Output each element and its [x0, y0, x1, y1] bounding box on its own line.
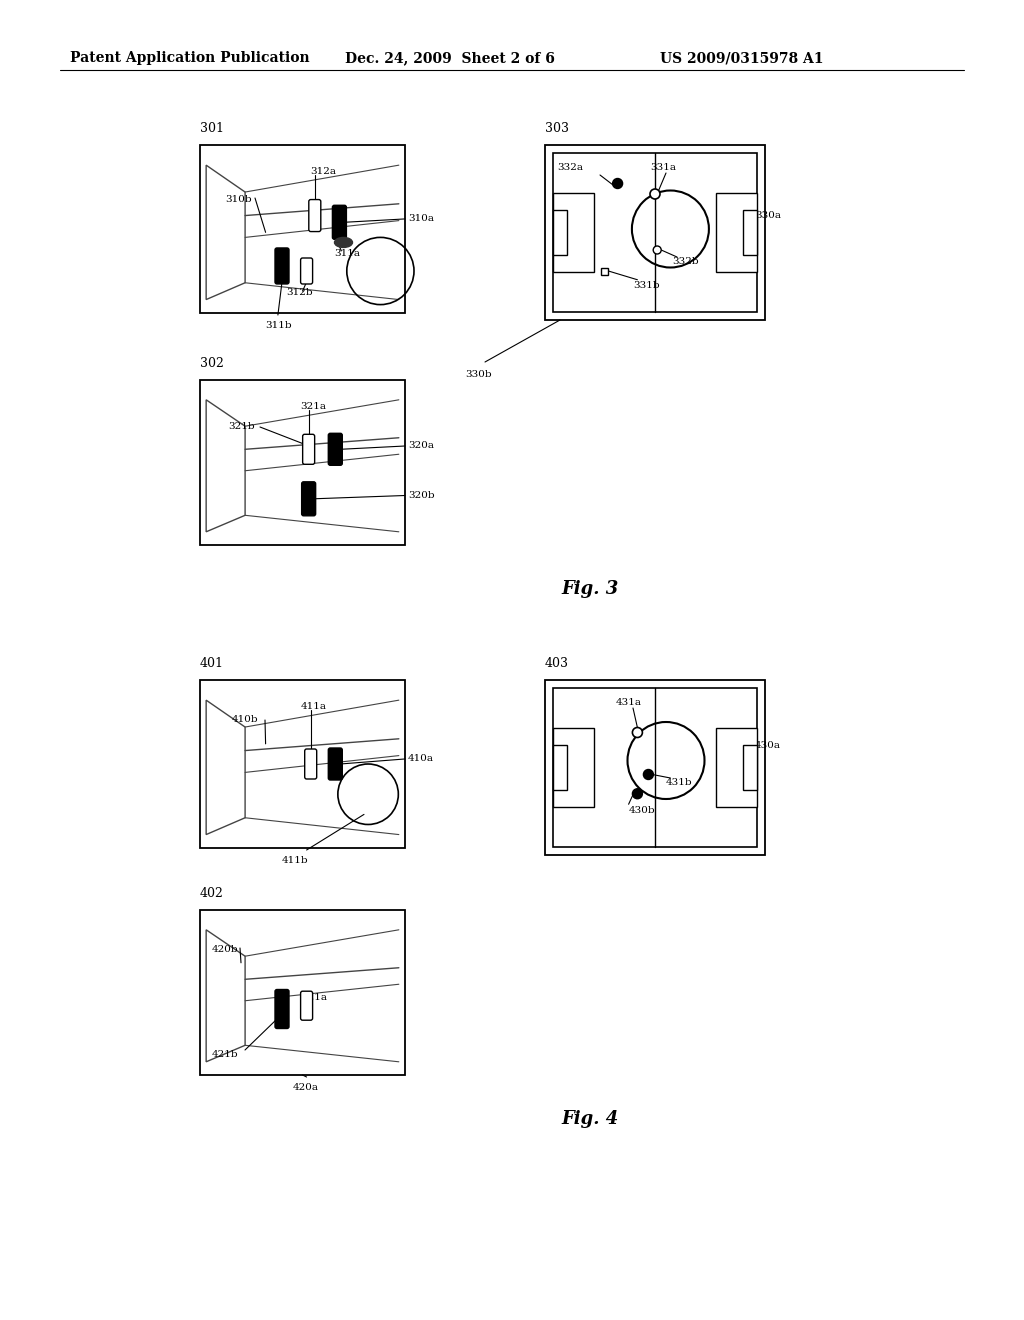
Text: 430a: 430a [755, 742, 781, 750]
Bar [545, 680, 765, 855]
Text: 301: 301 [200, 121, 224, 135]
Text: 430b: 430b [629, 807, 655, 814]
FancyBboxPatch shape [301, 257, 312, 284]
Bar [553, 210, 567, 255]
Bar [553, 688, 757, 847]
Text: 312b: 312b [286, 288, 312, 297]
FancyBboxPatch shape [333, 206, 346, 239]
Text: 311b: 311b [265, 321, 292, 330]
Bar [545, 145, 765, 319]
Circle shape [633, 727, 642, 738]
Circle shape [633, 789, 642, 799]
Text: 331b: 331b [633, 281, 659, 290]
Bar [553, 727, 594, 808]
Bar [200, 909, 406, 1074]
Bar [601, 268, 608, 275]
FancyBboxPatch shape [275, 990, 289, 1028]
Text: 402: 402 [200, 887, 224, 900]
Text: 420b: 420b [212, 945, 239, 954]
Text: 330a: 330a [755, 211, 781, 220]
Text: 312a: 312a [310, 168, 336, 176]
Text: 401: 401 [200, 657, 224, 671]
Circle shape [650, 189, 660, 199]
Bar [200, 380, 406, 545]
Bar [553, 746, 567, 789]
Bar [200, 145, 406, 313]
Text: 431b: 431b [666, 777, 692, 787]
Text: 311a: 311a [335, 249, 360, 259]
Text: 420a: 420a [292, 1082, 318, 1092]
Text: 303: 303 [545, 121, 569, 135]
FancyBboxPatch shape [329, 748, 342, 780]
Text: 421b: 421b [212, 1049, 239, 1059]
Bar [200, 680, 406, 847]
Text: 310a: 310a [408, 214, 434, 223]
Bar [553, 153, 757, 312]
Text: 320b: 320b [408, 491, 434, 500]
FancyBboxPatch shape [301, 991, 312, 1020]
Text: Fig. 3: Fig. 3 [561, 579, 618, 598]
Text: 302: 302 [200, 356, 224, 370]
FancyBboxPatch shape [275, 248, 289, 284]
Text: 431a: 431a [615, 698, 641, 708]
Bar [742, 746, 757, 789]
Text: 410a: 410a [408, 755, 434, 763]
Text: US 2009/0315978 A1: US 2009/0315978 A1 [660, 51, 823, 65]
Circle shape [653, 246, 662, 253]
Text: Patent Application Publication: Patent Application Publication [70, 51, 309, 65]
Circle shape [612, 178, 623, 189]
Text: 332a: 332a [557, 162, 583, 172]
Text: Dec. 24, 2009  Sheet 2 of 6: Dec. 24, 2009 Sheet 2 of 6 [345, 51, 555, 65]
FancyBboxPatch shape [303, 434, 314, 465]
Bar [716, 727, 757, 808]
Text: 320a: 320a [408, 441, 434, 450]
FancyBboxPatch shape [309, 199, 321, 231]
Circle shape [643, 770, 653, 780]
Text: 330b: 330b [465, 370, 492, 379]
Text: 410b: 410b [232, 715, 259, 723]
Text: 411a: 411a [301, 702, 327, 711]
Text: 332b: 332b [673, 257, 699, 267]
FancyBboxPatch shape [305, 748, 316, 779]
Text: 321b: 321b [228, 422, 255, 432]
FancyBboxPatch shape [329, 433, 342, 465]
Bar [716, 193, 757, 272]
Text: 403: 403 [545, 657, 569, 671]
Ellipse shape [335, 238, 352, 247]
Text: 411b: 411b [282, 855, 308, 865]
FancyBboxPatch shape [302, 482, 315, 516]
Text: 321a: 321a [301, 403, 327, 411]
Text: 421a: 421a [302, 993, 328, 1002]
Text: Fig. 4: Fig. 4 [561, 1110, 618, 1129]
Text: 331a: 331a [650, 162, 677, 172]
Bar [742, 210, 757, 255]
Bar [553, 193, 594, 272]
Text: 310b: 310b [225, 195, 252, 205]
